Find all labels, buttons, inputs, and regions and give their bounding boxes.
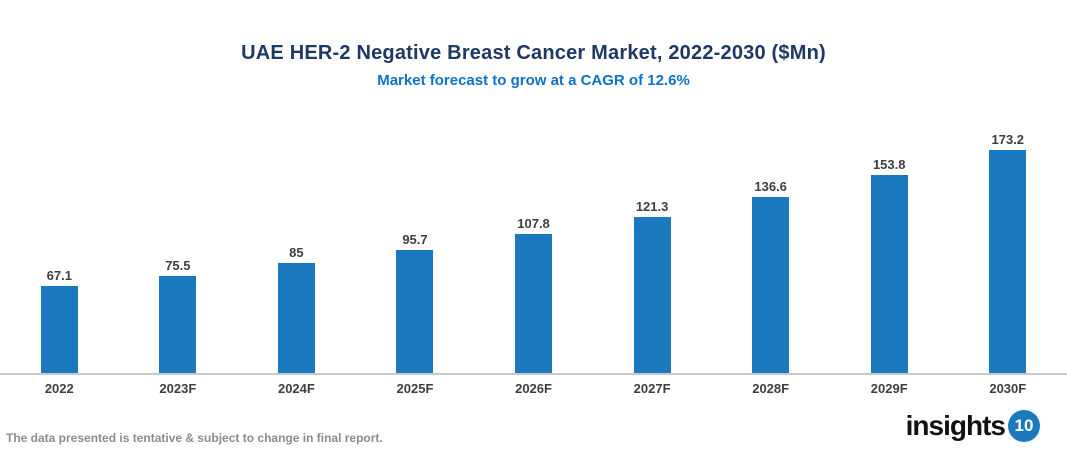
bar (159, 276, 197, 373)
chart-title: UAE HER-2 Negative Breast Cancer Market,… (241, 42, 826, 64)
bar-value-label: 75.5 (165, 258, 191, 273)
bar (515, 234, 553, 373)
bar-value-label: 136.6 (754, 179, 787, 194)
bar-slot: 107.8 (474, 216, 593, 373)
bar-slot: 173.2 (949, 132, 1067, 373)
chart-subtitle: Market forecast to grow at a CAGR of 12.… (377, 72, 690, 89)
bar (989, 150, 1027, 373)
bar-slot: 95.7 (356, 232, 475, 373)
x-axis-label: 2026F (515, 381, 552, 396)
x-axis-label: 2023F (159, 381, 197, 396)
logo-text: insights (905, 410, 1006, 441)
bar (396, 250, 434, 373)
bar (870, 175, 908, 373)
insights10-logo: insights 10 (906, 410, 1040, 442)
x-axis-label: 2022 (44, 381, 74, 396)
bar-value-label: 95.7 (402, 232, 428, 247)
bar-slot: 85 (237, 245, 356, 373)
chart-header: UAE HER-2 Negative Breast Cancer Market,… (0, 42, 1067, 89)
bar (40, 286, 78, 373)
bar-slot: 121.3 (593, 199, 712, 373)
disclaimer-text: The data presented is tentative & subjec… (6, 431, 383, 445)
x-axis-label: 2024F (277, 381, 315, 396)
plot-area: 67.1 75.5 85 95.7 107.8 121.3 136.6 153.8 173.2 (0, 128, 1067, 375)
bar-value-label: 67.1 (46, 268, 72, 283)
bar-slot: 75.5 (119, 258, 238, 373)
bar-slot: 153.8 (830, 157, 949, 373)
bar-value-label: 121.3 (635, 199, 669, 214)
bar (633, 217, 671, 373)
bar-slot: 136.6 (711, 179, 830, 373)
bar-chart: 67.1 75.5 85 95.7 107.8 121.3 136.6 153.8 173.2 … (0, 128, 1067, 396)
x-axis: 2022 2023F 2024F 2025F 2026F 2027F 2028F 2029F 2… (0, 375, 1067, 396)
bar-value-label: 173.2 (991, 132, 1025, 147)
logo-badge: 10 (1008, 410, 1040, 442)
x-axis-label: 2029F (870, 381, 908, 396)
bar-value-label: 107.8 (517, 216, 550, 231)
bar (752, 197, 790, 373)
x-axis-label: 2028F (752, 381, 790, 396)
x-axis-label: 2025F (396, 381, 434, 396)
x-axis-label: 2030F (989, 381, 1027, 396)
bar (277, 263, 315, 373)
bar-slot: 67.1 (0, 268, 119, 373)
x-axis-label: 2027F (633, 381, 671, 396)
bar-value-label: 85 (289, 245, 304, 260)
bar-value-label: 153.8 (872, 157, 906, 172)
